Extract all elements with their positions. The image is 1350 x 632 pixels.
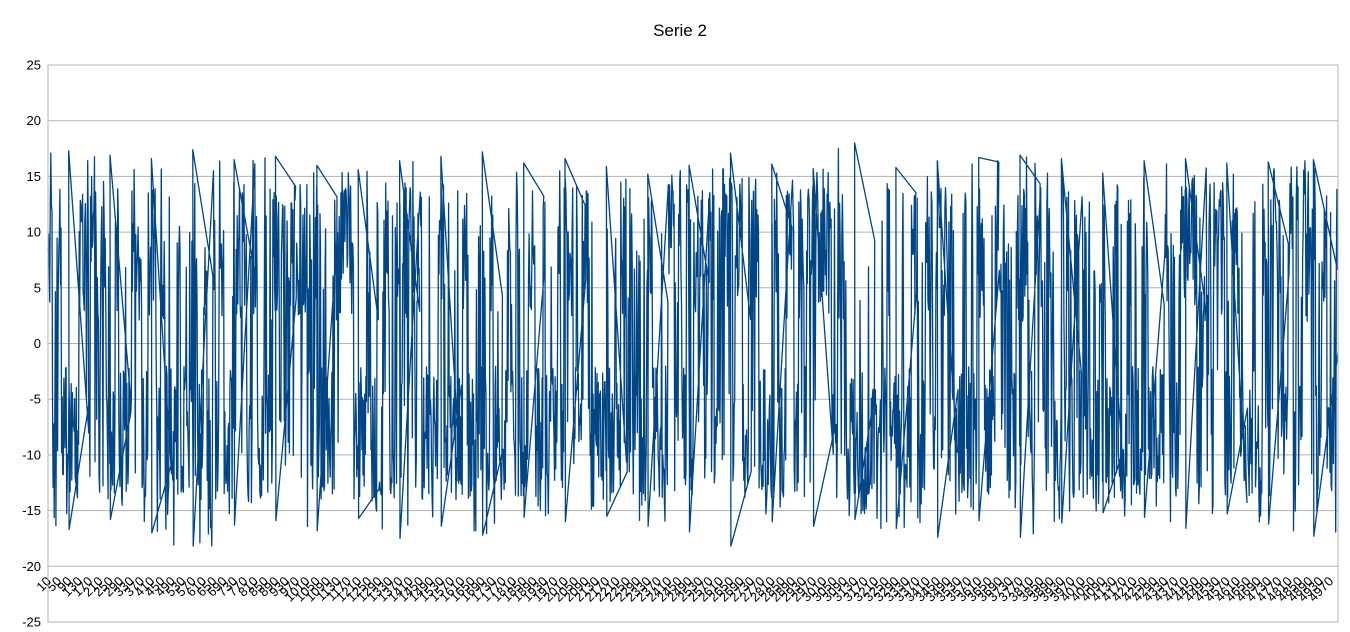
x-axis-ticks: 1050901301702102502903303704104504905305… bbox=[33, 574, 1336, 605]
y-tick-label: 10 bbox=[27, 225, 41, 240]
y-tick-label: -25 bbox=[22, 615, 41, 630]
y-tick-label: -15 bbox=[22, 503, 41, 518]
y-tick-label: 20 bbox=[27, 113, 41, 128]
y-axis-ticks: -25 -20 -15 -10 -5 0 5 10 15 20 25 bbox=[22, 58, 41, 630]
y-tick-label: 0 bbox=[34, 336, 41, 351]
y-tick-label: 5 bbox=[34, 280, 41, 295]
y-tick-label: 15 bbox=[27, 169, 41, 184]
y-tick-label: 25 bbox=[27, 58, 41, 73]
plot-area-frame bbox=[47, 64, 1339, 623]
chart-title: Serie 2 bbox=[653, 21, 707, 40]
series-line bbox=[47, 142, 1339, 547]
y-tick-label: -10 bbox=[22, 447, 41, 462]
series-layer bbox=[47, 142, 1339, 547]
y-tick-label: -5 bbox=[29, 392, 41, 407]
y-tick-label: -20 bbox=[22, 559, 41, 574]
